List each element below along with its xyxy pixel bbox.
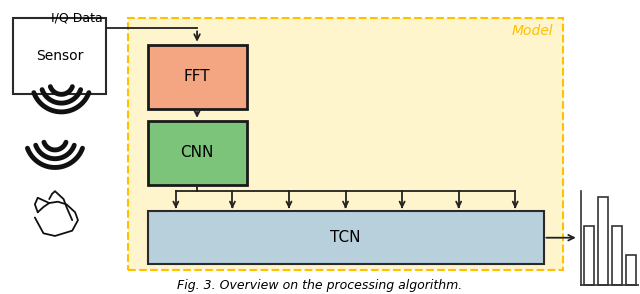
FancyBboxPatch shape — [148, 121, 246, 185]
Bar — [626, 255, 636, 285]
FancyBboxPatch shape — [148, 45, 246, 109]
Bar — [612, 226, 622, 285]
Text: FFT: FFT — [184, 69, 211, 84]
Text: Model: Model — [511, 24, 553, 38]
Bar — [584, 226, 594, 285]
Text: Sensor: Sensor — [36, 49, 83, 63]
Bar — [598, 197, 608, 285]
FancyBboxPatch shape — [148, 211, 543, 264]
Text: Fig. 3. Overview on the processing algorithm.: Fig. 3. Overview on the processing algor… — [177, 279, 463, 292]
Text: I/Q Data: I/Q Data — [51, 11, 103, 24]
FancyBboxPatch shape — [13, 18, 106, 94]
FancyBboxPatch shape — [129, 18, 563, 270]
Text: CNN: CNN — [180, 145, 214, 160]
Text: TCN: TCN — [330, 230, 361, 245]
